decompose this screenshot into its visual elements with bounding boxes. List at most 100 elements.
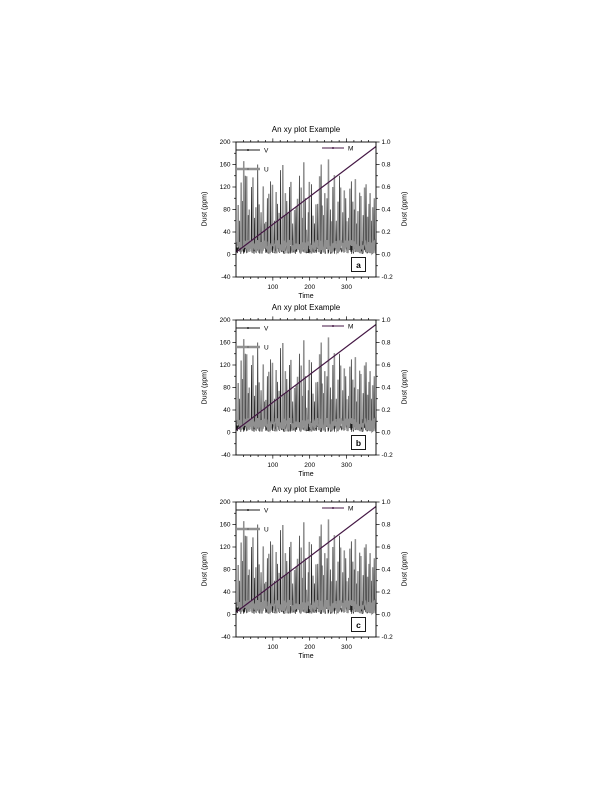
panel-letter: b bbox=[356, 438, 361, 448]
legend-U-marker bbox=[246, 167, 250, 171]
y-left-tick-label: 200 bbox=[220, 317, 231, 324]
panel-a-plot: 200 160 120 80 40 0 -40 1.0 0.8 0.6 0.4 0.2 0.0 -0.2 1… bbox=[220, 138, 394, 291]
legend-U-marker bbox=[246, 345, 250, 349]
legend-M-label: M bbox=[348, 146, 353, 153]
panel-letter: a bbox=[356, 260, 361, 270]
legend-U-label: U bbox=[264, 345, 269, 352]
legend-V-marker bbox=[247, 327, 249, 329]
panel-letter-box bbox=[351, 257, 366, 272]
y-left-tick-label: -40 bbox=[221, 274, 231, 281]
x-tick-label: 300 bbox=[341, 462, 352, 469]
y-right-tick-label: -0.2 bbox=[382, 274, 394, 281]
plot-frame bbox=[235, 501, 377, 638]
y-left-tick-label: 40 bbox=[223, 407, 231, 414]
y-right-tick-label: 0.6 bbox=[382, 362, 391, 369]
y-right-tick-label: 0.0 bbox=[382, 252, 391, 259]
y-left-tick-label: 120 bbox=[220, 544, 231, 551]
chart-title: An xy plot Example bbox=[271, 485, 341, 494]
y-left-tick-label: 40 bbox=[223, 589, 231, 596]
panel-letter-box bbox=[351, 617, 366, 632]
y-right-tick-label: 0.6 bbox=[382, 184, 391, 191]
y-left-tick-label: 0 bbox=[227, 252, 231, 259]
panel-a: An xy plot Example Dust (ppm) Dust (ppm)… bbox=[196, 125, 421, 311]
panel-letter-box bbox=[351, 435, 366, 450]
y-left-tick-label: 160 bbox=[220, 522, 231, 529]
y-left-tick-label: 120 bbox=[220, 184, 231, 191]
x-axis-label: Time bbox=[298, 653, 314, 660]
y-left-tick-label: -40 bbox=[221, 634, 231, 641]
y-left-tick-label: -40 bbox=[221, 452, 231, 459]
y-right-tick-label: 0.0 bbox=[382, 612, 391, 619]
legend-M-marker bbox=[332, 147, 334, 149]
y-right-tick-label: 0.0 bbox=[382, 430, 391, 437]
y-left-tick-label: 40 bbox=[223, 229, 231, 236]
panel-c: An xy plot Example Dust (ppm) Dust (ppm)… bbox=[196, 485, 421, 671]
y-left-tick-label: 80 bbox=[223, 207, 231, 214]
y-right-tick-label: 0.2 bbox=[382, 407, 391, 414]
y-right-tick-label: 0.8 bbox=[382, 340, 391, 347]
y-right-tick-label: 1.0 bbox=[382, 317, 391, 324]
y-right-tick-label: 0.6 bbox=[382, 544, 391, 551]
y-left-tick-label: 200 bbox=[220, 139, 231, 146]
legend-V-label: V bbox=[264, 326, 269, 333]
panel-b-plot: 200 160 120 80 40 0 -40 1.0 0.8 0.6 0.4 0.2 0.0 -0.2 1… bbox=[220, 316, 394, 469]
x-tick-label: 100 bbox=[267, 462, 278, 469]
x-tick-label: 300 bbox=[341, 284, 352, 291]
series-U-line bbox=[236, 337, 376, 434]
y-left-tick-label: 80 bbox=[223, 567, 231, 574]
legend-M-label: M bbox=[348, 506, 353, 513]
y-left-tick-label: 160 bbox=[220, 162, 231, 169]
x-tick-label: 200 bbox=[304, 644, 315, 651]
panel-c-plot: 200 160 120 80 40 0 -40 1.0 0.8 0.6 0.4 0.2 0.0 -0.2 1… bbox=[220, 498, 394, 651]
legend-V-marker bbox=[247, 149, 249, 151]
series-M-line bbox=[236, 324, 376, 431]
y-right-tick-label: 0.2 bbox=[382, 229, 391, 236]
series-M-line bbox=[236, 146, 376, 253]
legend-U-marker bbox=[246, 527, 250, 531]
plot-frame bbox=[235, 141, 377, 278]
y-left-tick-label: 120 bbox=[220, 362, 231, 369]
x-tick-label: 100 bbox=[267, 644, 278, 651]
chart-title: An xy plot Example bbox=[271, 303, 341, 312]
y-left-tick-label: 80 bbox=[223, 385, 231, 392]
panel-letter: c bbox=[356, 620, 361, 630]
legend-V-label: V bbox=[264, 508, 269, 515]
y-right-tick-label: -0.2 bbox=[382, 452, 394, 459]
legend-U-label: U bbox=[264, 527, 269, 534]
y-right-tick-label: 0.4 bbox=[382, 567, 391, 574]
y-right-tick-label: -0.2 bbox=[382, 634, 394, 641]
series-U-line bbox=[236, 519, 376, 616]
y-left-tick-label: 0 bbox=[227, 430, 231, 437]
series-group bbox=[236, 146, 376, 256]
y-left-tick-label: 200 bbox=[220, 499, 231, 506]
series-group bbox=[236, 506, 376, 616]
legend-M-marker bbox=[332, 325, 334, 327]
chart-title: An xy plot Example bbox=[271, 125, 341, 134]
legend-V-marker bbox=[247, 509, 249, 511]
x-tick-label: 100 bbox=[267, 284, 278, 291]
series-U-line bbox=[236, 159, 376, 256]
plot-frame bbox=[235, 319, 377, 456]
legend-V-label: V bbox=[264, 148, 269, 155]
series-M-line bbox=[236, 506, 376, 613]
y-left-tick-label: 160 bbox=[220, 340, 231, 347]
legend-M-label: M bbox=[348, 324, 353, 331]
x-axis-label: Time bbox=[298, 293, 314, 300]
y-right-tick-label: 0.8 bbox=[382, 162, 391, 169]
y-right-tick-label: 0.4 bbox=[382, 385, 391, 392]
x-tick-label: 200 bbox=[304, 284, 315, 291]
y-right-tick-label: 0.2 bbox=[382, 589, 391, 596]
x-tick-label: 300 bbox=[341, 644, 352, 651]
y-right-tick-label: 1.0 bbox=[382, 499, 391, 506]
x-tick-label: 200 bbox=[304, 462, 315, 469]
y-right-tick-label: 0.4 bbox=[382, 207, 391, 214]
panel-b: An xy plot Example Dust (ppm) Dust (ppm)… bbox=[196, 303, 421, 489]
y-left-tick-label: 0 bbox=[227, 612, 231, 619]
legend-U-label: U bbox=[264, 167, 269, 174]
x-axis-label: Time bbox=[298, 471, 314, 478]
y-right-tick-label: 0.8 bbox=[382, 522, 391, 529]
series-group bbox=[236, 324, 376, 434]
legend-M-marker bbox=[332, 507, 334, 509]
y-right-tick-label: 1.0 bbox=[382, 139, 391, 146]
